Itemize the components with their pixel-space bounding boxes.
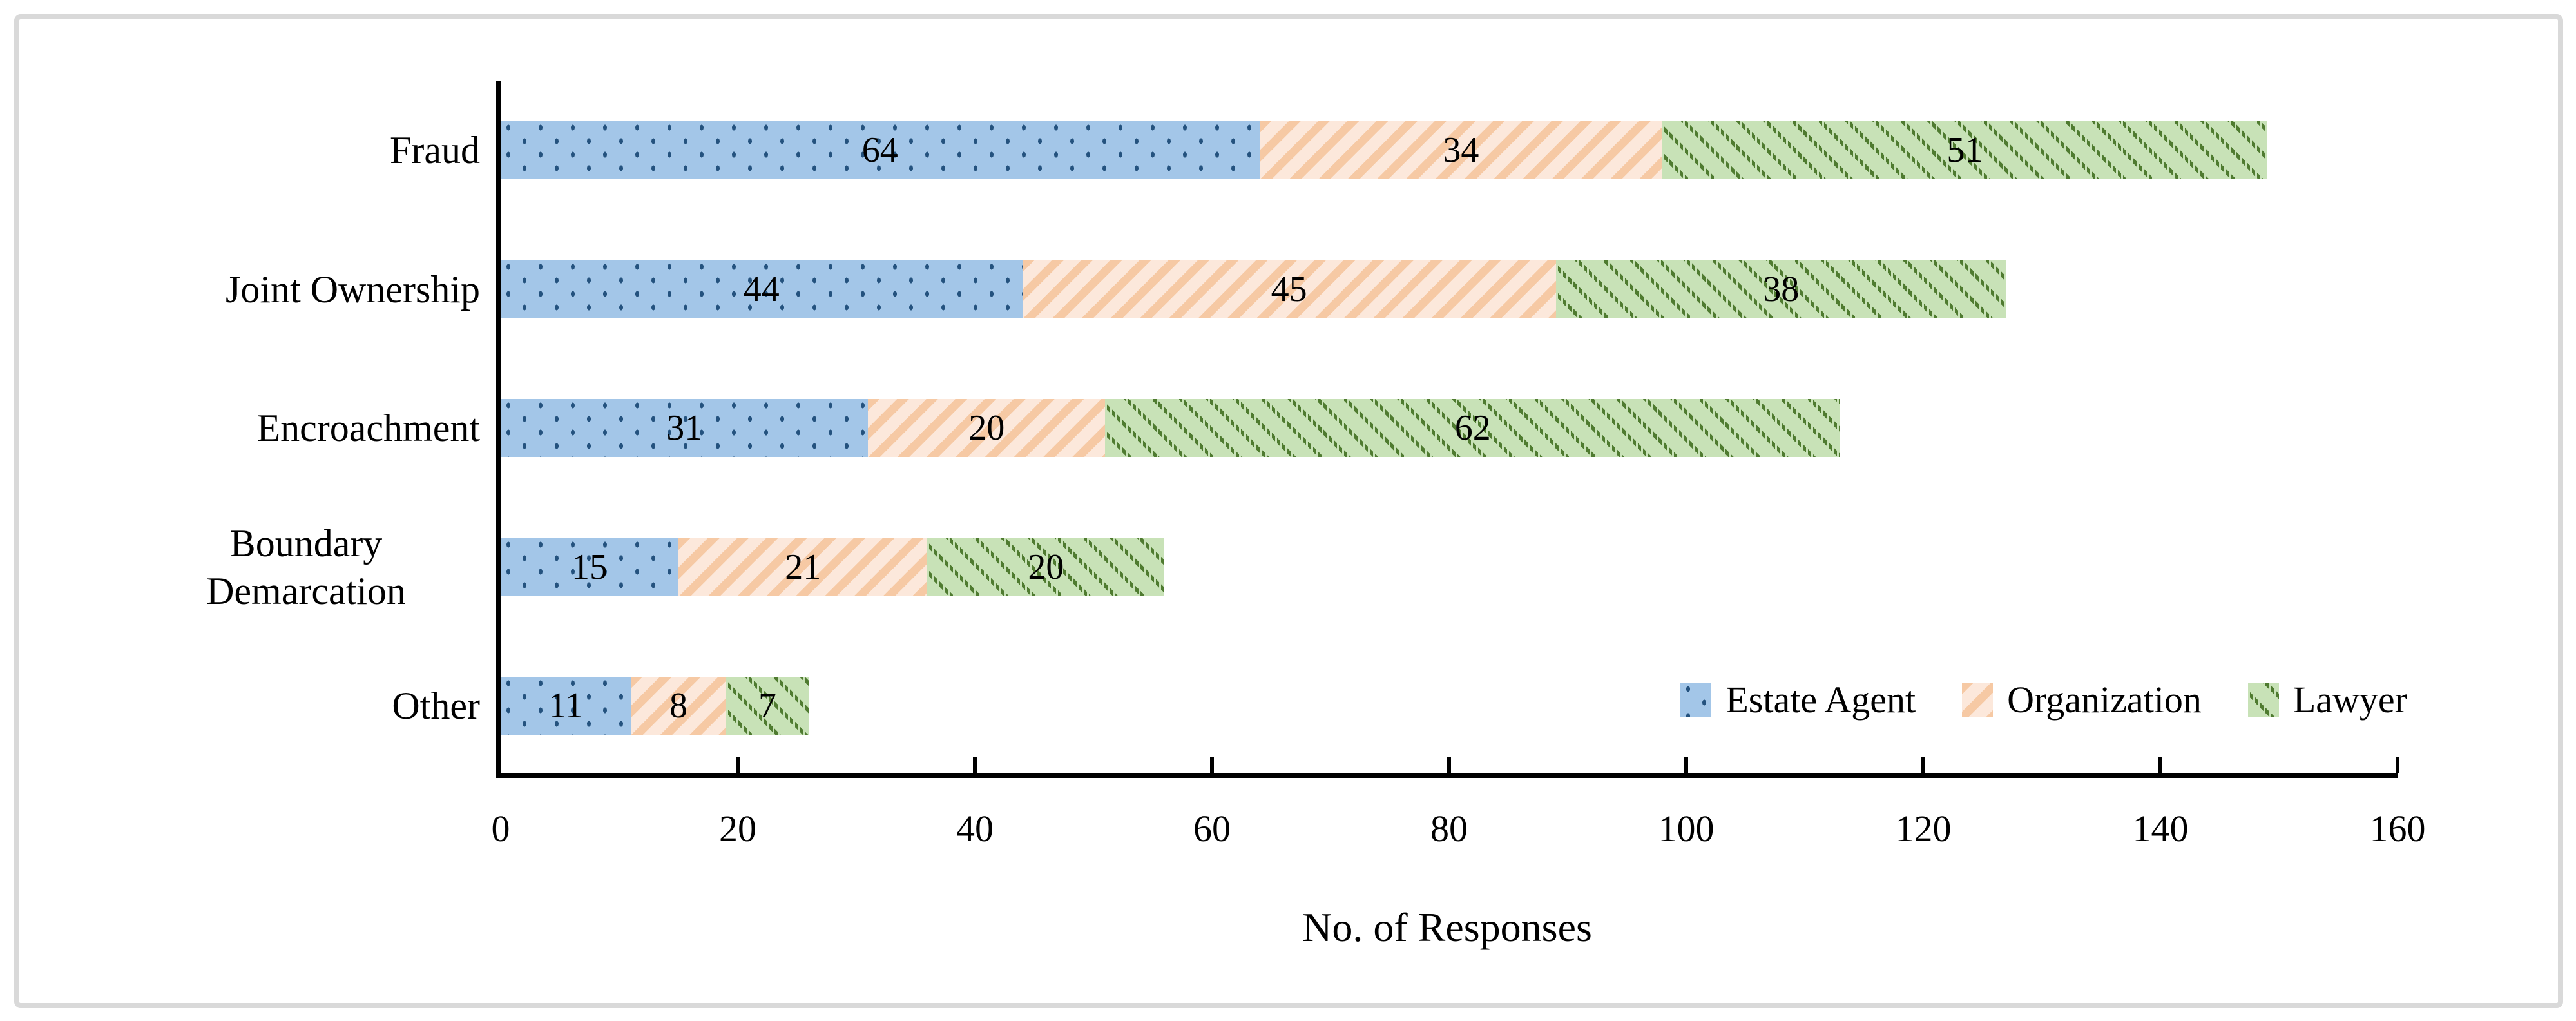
chart-frame xyxy=(14,14,2563,1008)
y-axis-line xyxy=(496,81,501,778)
bar-segment-lawyer: 7 xyxy=(726,677,809,735)
data-label: 7 xyxy=(758,686,776,726)
category-label: Fraud xyxy=(390,129,480,172)
x-axis-tick-label: 140 xyxy=(2132,808,2189,850)
legend-item-lawyer: Lawyer xyxy=(2247,678,2407,721)
bar-segment-lawyer: 38 xyxy=(1555,260,2006,318)
bar-segment-lawyer: 51 xyxy=(1662,121,2267,180)
bar-segment-organization: 20 xyxy=(868,399,1106,458)
x-axis-title: No. of Responses xyxy=(1302,904,1592,950)
data-label: 21 xyxy=(785,547,822,587)
category-label: Boundary Demarcation xyxy=(206,521,406,612)
x-axis-tick-mark xyxy=(1447,757,1451,773)
bar-row: 64 34 51 xyxy=(501,121,2267,180)
bar-segment-estate-agent: 64 xyxy=(501,121,1260,180)
data-label: 15 xyxy=(572,547,608,587)
data-label: 45 xyxy=(1271,269,1307,309)
category-label: Other xyxy=(392,685,480,728)
data-label: 64 xyxy=(861,130,898,171)
legend-label: Organization xyxy=(2007,679,2202,721)
data-label: 20 xyxy=(1028,547,1064,587)
category-label: Joint Ownership xyxy=(226,267,480,311)
bar-segment-organization: 34 xyxy=(1259,121,1663,180)
x-axis-tick-mark xyxy=(1210,757,1214,773)
bar-segment-organization: 8 xyxy=(631,677,726,735)
x-axis-tick-mark xyxy=(1684,757,1688,773)
legend: Estate Agent Organization Lawyer xyxy=(1680,678,2407,721)
category-label: Encroachment xyxy=(256,407,481,450)
bar-segment-lawyer: 62 xyxy=(1105,399,1841,458)
bar-segment-estate-agent: 15 xyxy=(501,538,678,596)
data-label: 38 xyxy=(1763,269,1800,309)
x-axis-tick-mark xyxy=(736,757,740,773)
x-axis-tick-label: 80 xyxy=(1430,808,1468,850)
x-axis-tick-label: 100 xyxy=(1658,808,1715,850)
data-label: 62 xyxy=(1454,408,1491,449)
bar-row: 31 20 62 xyxy=(501,399,1841,458)
organization-swatch-icon xyxy=(1962,682,1994,717)
legend-item-organization: Organization xyxy=(1962,678,2202,721)
bar-row: 15 21 20 xyxy=(501,538,1165,596)
bar-row: 11 8 7 xyxy=(501,677,809,735)
bar-row: 44 45 38 xyxy=(501,260,2006,318)
lawyer-swatch-icon xyxy=(2247,682,2279,717)
data-label: 44 xyxy=(743,269,780,309)
legend-item-estate-agent: Estate Agent xyxy=(1680,678,1916,721)
legend-label: Lawyer xyxy=(2292,679,2407,721)
x-axis-line xyxy=(496,773,2398,778)
data-label: 11 xyxy=(548,686,584,726)
bar-segment-estate-agent: 44 xyxy=(501,260,1023,318)
x-axis-tick-label: 0 xyxy=(491,808,510,850)
estate-agent-swatch-icon xyxy=(1680,682,1712,717)
bar-segment-estate-agent: 31 xyxy=(501,399,869,458)
x-axis-tick-mark xyxy=(973,757,977,773)
bar-segment-organization: 45 xyxy=(1022,260,1556,318)
data-label: 8 xyxy=(669,686,687,726)
bar-segment-organization: 21 xyxy=(678,538,928,596)
bar-segment-estate-agent: 11 xyxy=(501,677,631,735)
x-axis-tick-label: 120 xyxy=(1895,808,1952,850)
x-axis-tick-mark xyxy=(2396,757,2399,773)
data-label: 20 xyxy=(968,408,1005,449)
x-axis-tick-mark xyxy=(1921,757,1925,773)
data-label: 31 xyxy=(666,408,703,449)
x-axis-tick-label: 20 xyxy=(719,808,756,850)
x-axis-tick-label: 160 xyxy=(2369,808,2426,850)
x-axis-tick-label: 40 xyxy=(956,808,994,850)
data-label: 34 xyxy=(1443,130,1479,171)
x-axis-tick-label: 60 xyxy=(1193,808,1231,850)
data-label: 51 xyxy=(1946,130,1983,171)
legend-label: Estate Agent xyxy=(1725,679,1916,721)
bar-segment-lawyer: 20 xyxy=(927,538,1165,596)
x-axis-tick-mark xyxy=(2158,757,2162,773)
